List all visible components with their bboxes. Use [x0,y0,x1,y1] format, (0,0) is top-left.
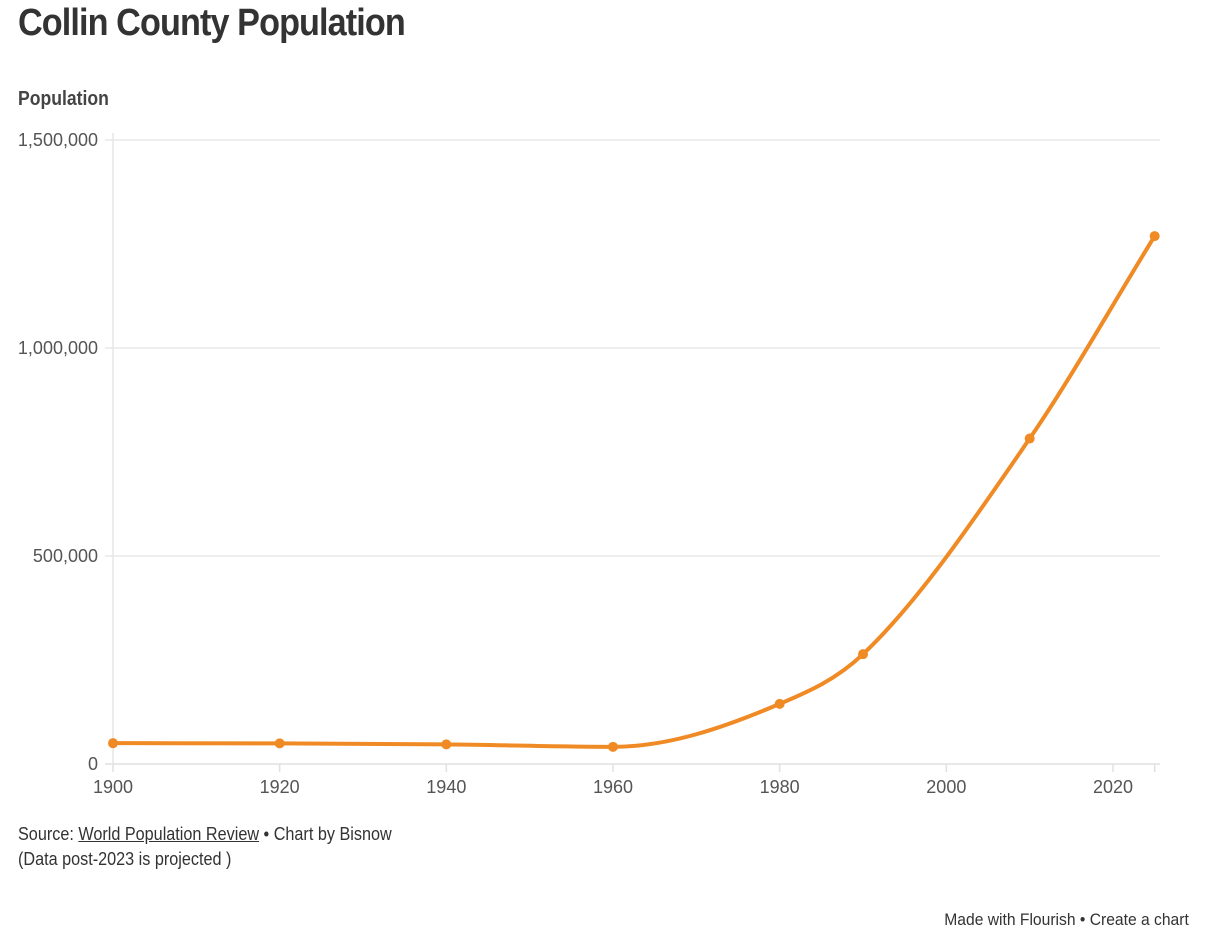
create-chart-link[interactable]: Create a chart [1089,910,1189,929]
x-tick-label: 1900 [93,777,133,797]
y-axis-label: Population [18,88,109,110]
x-tick-label: 2000 [926,777,966,797]
data-point [1024,433,1035,444]
chart-title: Collin County Population [18,2,406,44]
y-tick-label: 1,500,000 [18,130,98,150]
data-point [608,741,618,752]
population-line [111,234,1157,749]
data-point [441,739,452,750]
y-tick-label: 1,000,000 [18,338,98,358]
line-chart: 0 500,000 1,000,000 1,500,000 1900 1920 1940 19… [18,130,1160,797]
x-tick-label: 1980 [760,777,800,797]
x-tick-label: 1960 [593,777,633,797]
y-tick-label: 0 [88,754,98,774]
made-with-flourish-link[interactable]: Made with Flourish [944,910,1076,929]
data-point [858,649,868,660]
data-point [108,738,118,749]
x-tick-label: 2020 [1093,777,1133,797]
flourish-credit: Made with Flourish • Create a chart [944,910,1189,930]
x-tick-label: 1940 [426,777,466,797]
x-tick-label: 1920 [260,777,300,797]
separator: • [1075,910,1090,929]
data-point [274,738,285,749]
y-tick-label: 500,000 [33,546,98,566]
projection-note: (Data post-2023 is projected ) [18,849,232,869]
data-point [774,698,785,709]
source-line: Source: World Population Review • Chart … [18,824,392,845]
source-link[interactable]: World Population Review [78,824,260,844]
source-prefix: Source: [18,824,79,844]
data-point [1149,231,1160,242]
source-suffix: • Chart by Bisnow [259,824,392,844]
